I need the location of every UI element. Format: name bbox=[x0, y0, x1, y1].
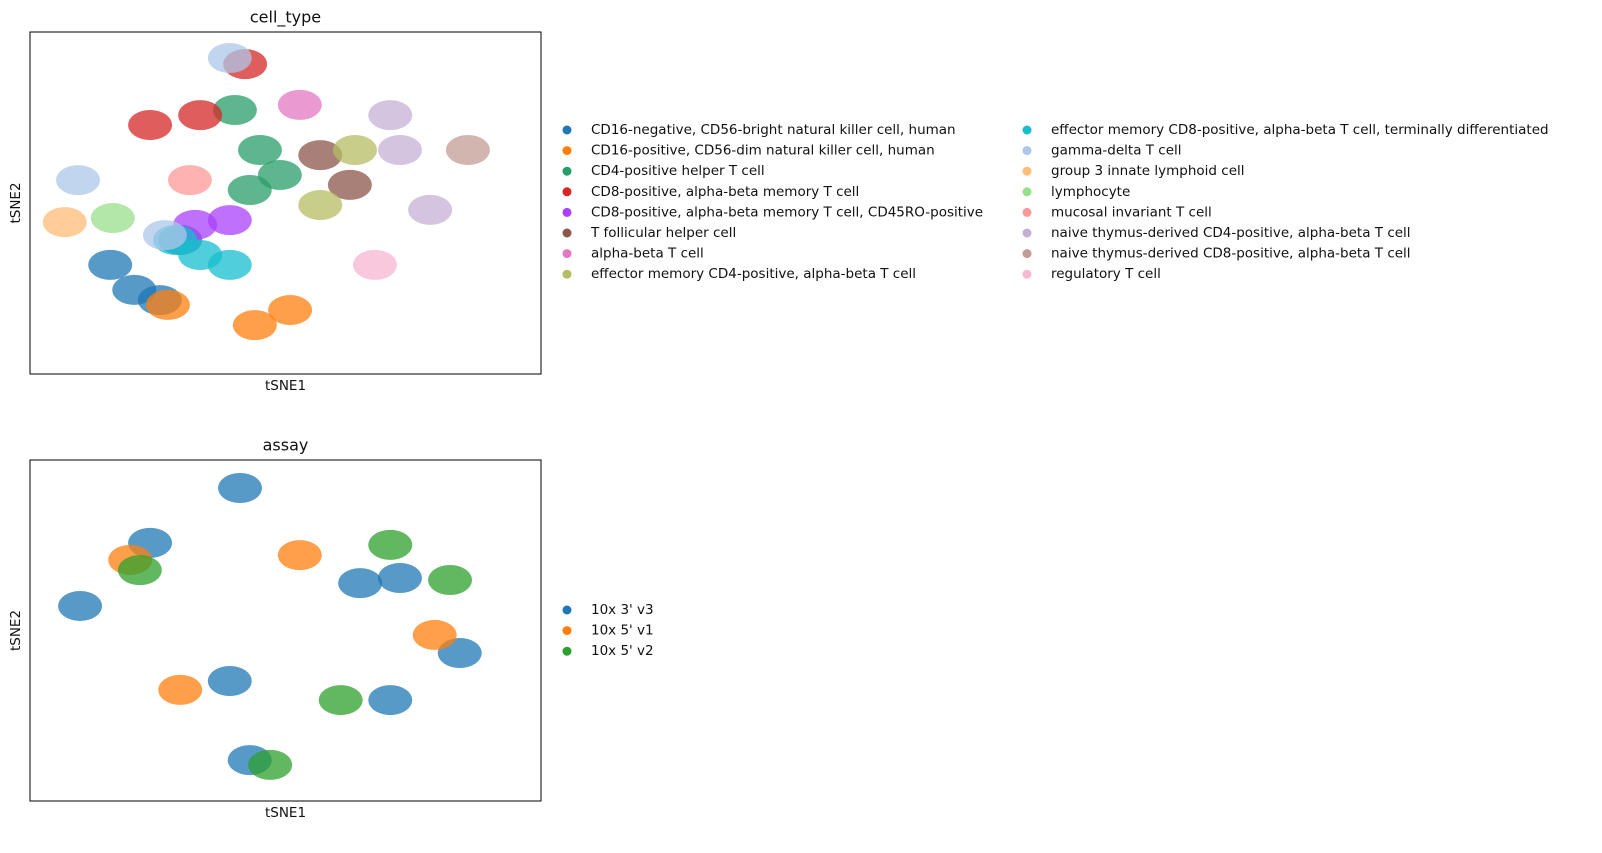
cell-cluster bbox=[237, 134, 282, 165]
cell-cluster bbox=[298, 140, 343, 171]
y-axis-label: tSNE2 bbox=[8, 610, 24, 651]
cell-cluster bbox=[212, 94, 257, 125]
panel-title: cell_type bbox=[250, 8, 321, 28]
cell-cluster bbox=[377, 562, 422, 593]
cell-cluster bbox=[268, 295, 313, 326]
cell-cluster bbox=[368, 100, 413, 131]
legend-label: group 3 innate lymphoid cell bbox=[1051, 163, 1245, 179]
cell-cluster bbox=[207, 42, 252, 73]
legend-marker bbox=[562, 228, 572, 238]
legend-marker bbox=[1022, 125, 1032, 135]
cell-cluster bbox=[90, 203, 135, 234]
legend-label: lymphocyte bbox=[1051, 184, 1130, 200]
cell-cluster bbox=[318, 685, 363, 716]
legend-label: regulatory T cell bbox=[1051, 266, 1161, 282]
cell-cluster bbox=[218, 472, 263, 503]
x-axis-label: tSNE1 bbox=[265, 378, 306, 394]
cell-cluster bbox=[227, 175, 272, 206]
cell-cluster bbox=[327, 169, 372, 200]
legend-marker bbox=[562, 166, 572, 176]
legend-label: naive thymus-derived CD8-positive, alpha… bbox=[1051, 246, 1411, 262]
legend-marker bbox=[562, 646, 572, 656]
cell-cluster bbox=[207, 665, 252, 696]
legend-marker bbox=[1022, 146, 1032, 156]
legend-label: 10x 3' v3 bbox=[591, 602, 654, 618]
cell-cluster bbox=[145, 289, 190, 320]
cell-cluster bbox=[178, 100, 223, 131]
legend-marker bbox=[562, 146, 572, 156]
legend-label: effector memory CD8-positive, alpha-beta… bbox=[1051, 122, 1549, 138]
legend-label: T follicular helper cell bbox=[590, 225, 736, 241]
legend-label: 10x 5' v1 bbox=[591, 623, 654, 639]
x-axis-label: tSNE1 bbox=[265, 805, 306, 821]
cell-cluster bbox=[428, 565, 473, 596]
legend-marker bbox=[562, 605, 572, 615]
cell-cluster bbox=[248, 749, 293, 780]
legend-marker bbox=[1022, 207, 1032, 217]
cell-cluster bbox=[332, 134, 377, 165]
cell-cluster bbox=[377, 134, 422, 165]
cell-cluster bbox=[412, 619, 457, 650]
legend-marker bbox=[1022, 228, 1032, 238]
legend-label: effector memory CD4-positive, alpha-beta… bbox=[591, 266, 916, 282]
cell-cluster bbox=[277, 89, 322, 120]
legend-marker bbox=[562, 269, 572, 279]
legend-marker bbox=[1022, 269, 1032, 279]
cell-cluster bbox=[117, 555, 162, 586]
legend-marker bbox=[1022, 166, 1032, 176]
legend-label: CD16-positive, CD56-dim natural killer c… bbox=[591, 143, 935, 159]
cell-cluster bbox=[232, 310, 277, 341]
legend-label: 10x 5' v2 bbox=[591, 643, 654, 659]
legend-marker bbox=[562, 187, 572, 197]
cell-cluster bbox=[277, 540, 322, 571]
legend-label: CD8-positive, alpha-beta memory T cell bbox=[591, 184, 859, 200]
cell-cluster bbox=[298, 190, 343, 221]
cell-cluster bbox=[338, 568, 383, 599]
cell-cluster bbox=[158, 674, 203, 705]
legend-marker bbox=[1022, 187, 1032, 197]
cell-cluster bbox=[368, 529, 413, 560]
cell-cluster bbox=[368, 685, 413, 716]
cell-cluster bbox=[142, 220, 187, 251]
cell-cluster bbox=[352, 249, 397, 280]
legend-marker bbox=[562, 125, 572, 135]
legend-marker bbox=[562, 207, 572, 217]
legend-label: CD8-positive, alpha-beta memory T cell, … bbox=[591, 204, 983, 220]
cell-cluster bbox=[42, 207, 87, 238]
cell-cluster bbox=[257, 159, 302, 190]
cell-cluster bbox=[207, 205, 252, 236]
legend-label: CD4-positive helper T cell bbox=[591, 163, 765, 179]
legend-label: CD16-negative, CD56-bright natural kille… bbox=[591, 122, 956, 138]
cell-cluster bbox=[128, 110, 173, 141]
cell-cluster bbox=[58, 590, 103, 621]
legend-marker bbox=[562, 626, 572, 636]
legend-label: gamma-delta T cell bbox=[1051, 143, 1182, 159]
axes-frame bbox=[29, 459, 542, 802]
cell-cluster bbox=[408, 194, 453, 225]
cell-cluster bbox=[207, 249, 252, 280]
legend-marker bbox=[1022, 249, 1032, 259]
y-axis-label: tSNE2 bbox=[8, 182, 24, 223]
axes-frame bbox=[29, 31, 542, 375]
cell-cluster bbox=[445, 134, 490, 165]
cell-cluster bbox=[167, 165, 212, 196]
cell-cluster bbox=[56, 165, 101, 196]
legend-label: mucosal invariant T cell bbox=[1051, 204, 1212, 220]
legend-label: naive thymus-derived CD4-positive, alpha… bbox=[1051, 225, 1411, 241]
legend-label: alpha-beta T cell bbox=[591, 246, 704, 262]
legend-marker bbox=[562, 249, 572, 259]
panel-title: assay bbox=[263, 436, 309, 455]
cell-cluster bbox=[88, 249, 133, 280]
